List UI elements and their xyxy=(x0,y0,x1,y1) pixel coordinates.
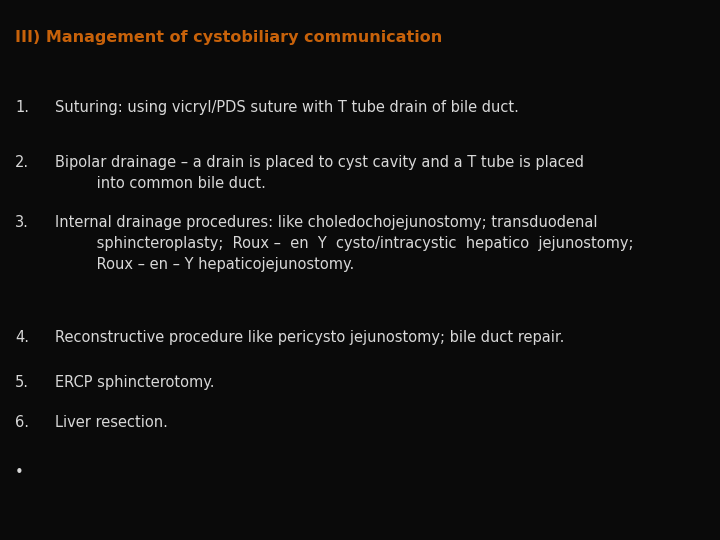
Text: III) Management of cystobiliary communication: III) Management of cystobiliary communic… xyxy=(15,30,442,45)
Text: •: • xyxy=(15,465,24,480)
Text: 6.: 6. xyxy=(15,415,29,430)
Text: Reconstructive procedure like pericysto jejunostomy; bile duct repair.: Reconstructive procedure like pericysto … xyxy=(55,330,564,345)
Text: 4.: 4. xyxy=(15,330,29,345)
Text: Suturing: using vicryl/PDS suture with T tube drain of bile duct.: Suturing: using vicryl/PDS suture with T… xyxy=(55,100,519,115)
Text: Liver resection.: Liver resection. xyxy=(55,415,168,430)
Text: ERCP sphincterotomy.: ERCP sphincterotomy. xyxy=(55,375,215,390)
Text: 5.: 5. xyxy=(15,375,29,390)
Text: 3.: 3. xyxy=(15,215,29,230)
Text: 2.: 2. xyxy=(15,155,29,170)
Text: Internal drainage procedures: like choledochojejunostomy; transduodenal
        : Internal drainage procedures: like chole… xyxy=(55,215,634,272)
Text: 1.: 1. xyxy=(15,100,29,115)
Text: Bipolar drainage – a drain is placed to cyst cavity and a T tube is placed
     : Bipolar drainage – a drain is placed to … xyxy=(55,155,584,191)
